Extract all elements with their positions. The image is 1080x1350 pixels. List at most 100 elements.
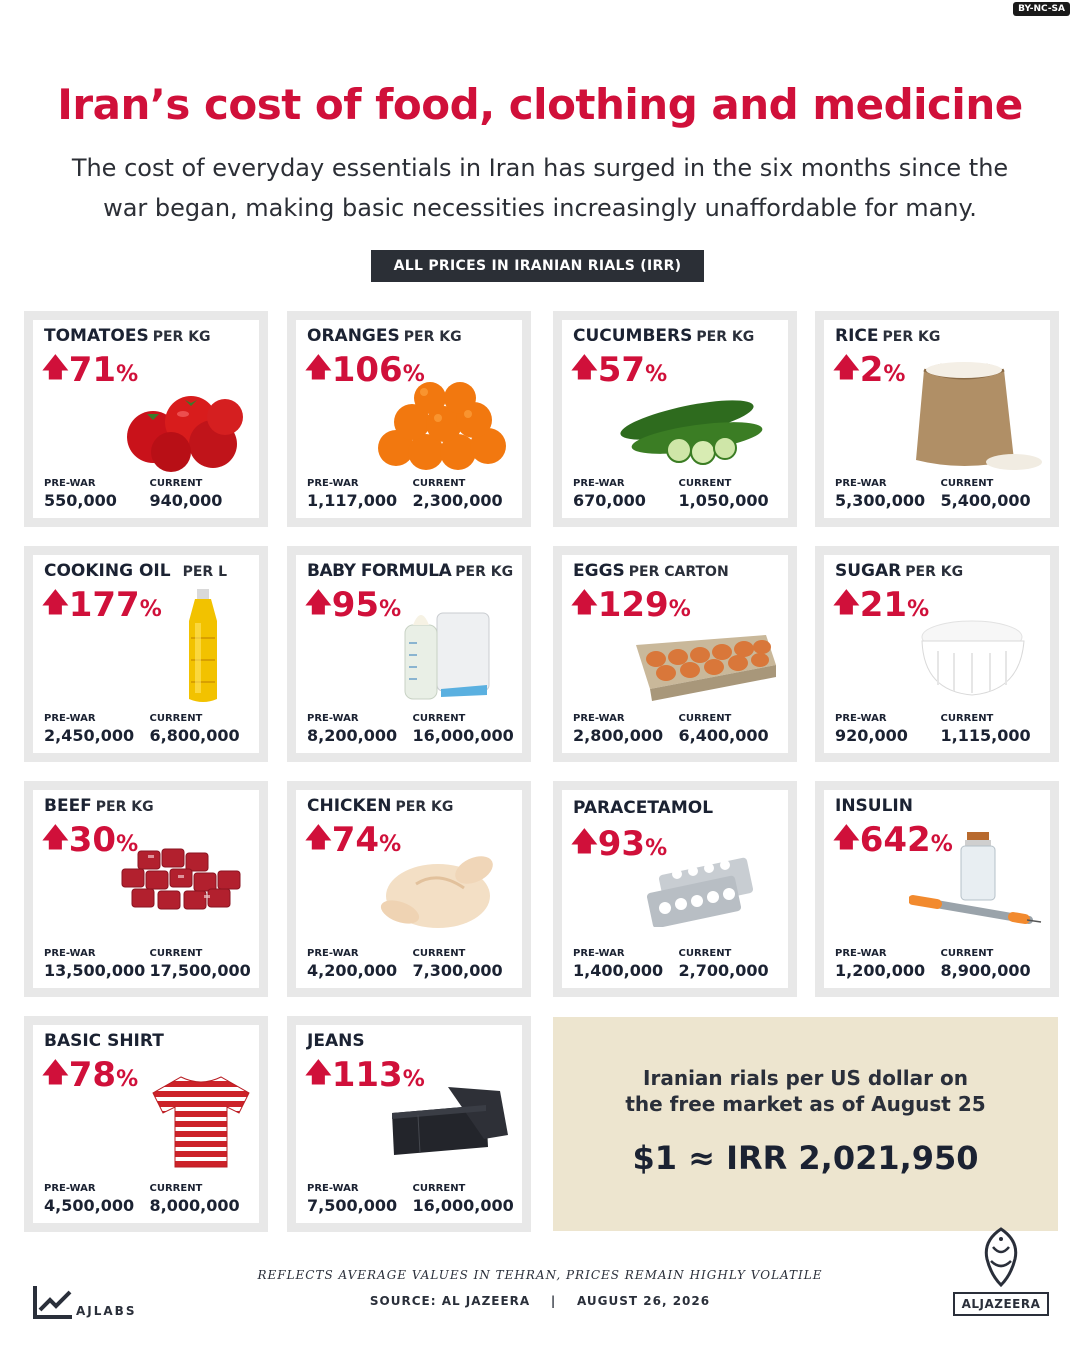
item-unit: PER KG [152, 329, 211, 345]
current-price: 7,300,000 [412, 961, 503, 980]
current-price: 17,500,000 [149, 961, 251, 980]
tomatoes-icon [127, 396, 243, 472]
item-name: BABY FORMULA [307, 561, 452, 581]
item-card-basic-shirt: BASIC SHIRT 🡅78% PRE-WAR 4,500,000 CURREN… [24, 1016, 268, 1232]
item-card-oranges: ORANGES PER KG 🡅106% PRE-WAR 1,117,000 CUR… [287, 311, 531, 527]
current-price: 8,900,000 [940, 961, 1031, 980]
up-arrow-icon: 🡅 [305, 353, 332, 383]
price-change: 🡅113% [305, 1055, 425, 1095]
insulin-vial-syringe-icon [909, 832, 1042, 924]
up-arrow-icon: 🡅 [571, 353, 598, 383]
price-change: 🡅93% [571, 824, 668, 864]
sugar-bowl-icon [921, 620, 1025, 696]
up-arrow-icon: 🡅 [42, 588, 69, 618]
prewar-price: 1,200,000 [835, 961, 926, 980]
up-arrow-icon: 🡅 [42, 353, 69, 383]
exchange-rate-box: Iranian rials per US dollar on the free … [553, 1017, 1058, 1231]
item-card-rice: RICE PER KG 🡅2% PRE-WAR 5,300,000 CURRENT 5… [815, 311, 1059, 527]
prewar-price: 2,800,000 [573, 726, 664, 745]
price-change: 🡅78% [42, 1055, 139, 1095]
item-name: BEEF [44, 796, 92, 816]
up-arrow-icon: 🡅 [833, 823, 860, 853]
prewar-price: 5,300,000 [835, 491, 926, 510]
current-price: 940,000 [149, 491, 223, 510]
up-arrow-icon: 🡅 [305, 1058, 332, 1088]
prewar-price: 8,200,000 [307, 726, 398, 745]
price-change: 🡅2% [833, 350, 906, 390]
current-price: 5,400,000 [940, 491, 1031, 510]
item-name: BASIC SHIRT [44, 1031, 164, 1051]
item-card-sugar: SUGAR PER KG 🡅21% PRE-WAR 920,000 CURRENT 1… [815, 546, 1059, 762]
price-change: 🡅74% [305, 820, 402, 860]
folded-jeans-icon [392, 1087, 508, 1155]
item-card-insulin: INSULIN 🡅642% PRE-WAR 1,200,000 CURRENT 8,… [815, 781, 1059, 997]
item-card-cooking-oil: COOKING OIL PER L 🡅177% PRE-WAR 2,450,000 … [24, 546, 268, 762]
prewar-price: 7,500,000 [307, 1196, 398, 1215]
current-price: 1,050,000 [678, 491, 769, 510]
item-name: TOMATOES [44, 326, 149, 346]
current-price: 2,300,000 [412, 491, 503, 510]
item-unit: PER KG [882, 329, 941, 345]
item-name: ORANGES [307, 326, 400, 346]
item-card-eggs: EGGS PER CARTON 🡅129% PRE-WAR 2,800,000 CU… [553, 546, 797, 762]
current-price: 16,000,000 [412, 726, 514, 745]
raw-chicken-icon [380, 856, 493, 928]
aljazeera-calligraphy-icon [984, 1227, 1018, 1288]
price-change: 🡅30% [42, 820, 139, 860]
prewar-price: 1,400,000 [573, 961, 664, 980]
footnote: REFLECTS AVERAGE VALUES IN TEHRAN, PRICE… [257, 1268, 823, 1282]
item-card-paracetamol: PARACETAMOL 🡅93% PRE-WAR 1,400,000 CURREN… [553, 781, 797, 997]
current-price: 16,000,000 [412, 1196, 514, 1215]
item-name: RICE [835, 326, 879, 346]
item-card-baby-formula: BABY FORMULA PER KG 🡅95% PRE-WAR 8,200,000… [287, 546, 531, 762]
oil-bottle-icon [189, 589, 217, 702]
baby-formula-icon [404, 612, 490, 700]
up-arrow-icon: 🡅 [833, 588, 860, 618]
item-unit: PER KG [403, 329, 462, 345]
item-card-chicken: CHICKEN PER KG 🡅74% PRE-WAR 4,200,000 CURR… [287, 781, 531, 997]
egg-carton-icon [636, 635, 776, 701]
pill-blister-icon [647, 857, 754, 927]
striped-shirt-icon [152, 1076, 250, 1168]
item-unit: PER KG [696, 329, 755, 345]
license-badge: BY-NC-SA [1013, 2, 1070, 16]
up-arrow-icon: 🡅 [833, 353, 860, 383]
prewar-price: 670,000 [573, 491, 646, 510]
item-name: SUGAR [835, 561, 902, 581]
aljazeera-logo: ALJAZEERA [953, 1292, 1049, 1316]
item-name: JEANS [307, 1031, 365, 1051]
item-card-jeans: JEANS 🡅113% PRE-WAR 7,500,000 CURRENT 16,0… [287, 1016, 531, 1232]
current-price: 2,700,000 [678, 961, 769, 980]
ajlabs-logo: AJLABS [32, 1284, 136, 1320]
current-price: 6,400,000 [678, 726, 769, 745]
item-unit: PER KG [395, 799, 454, 815]
subtitle: The cost of everyday essentials in Iran … [60, 148, 1020, 228]
prewar-price: 2,450,000 [44, 726, 135, 745]
price-change: 🡅71% [42, 350, 139, 390]
item-unit: PER KG [455, 564, 514, 580]
item-name: EGGS [573, 561, 625, 581]
prewar-price: 13,500,000 [44, 961, 146, 980]
exchange-rate-caption: Iranian rials per US dollar on the free … [625, 1066, 986, 1116]
prewar-price: 550,000 [44, 491, 117, 510]
up-arrow-icon: 🡅 [571, 827, 598, 857]
price-change: 🡅95% [305, 585, 402, 625]
prewar-price: 4,200,000 [307, 961, 398, 980]
cucumbers-icon [620, 400, 763, 465]
price-change: 🡅129% [571, 585, 691, 625]
up-arrow-icon: 🡅 [42, 823, 69, 853]
item-unit: PER KG [95, 799, 154, 815]
source-line: SOURCE: AL JAZEERA | AUGUST 26, 2026 [369, 1294, 711, 1308]
price-change: 🡅177% [42, 585, 162, 625]
price-change: 🡅21% [833, 585, 930, 625]
subtitle-line-2: war began, making basic necessities incr… [103, 194, 977, 222]
subtitle-line-1: The cost of everyday essentials in Iran … [71, 154, 1009, 182]
exchange-rate-value: $1 ≈ IRR 2,021,950 [632, 1139, 979, 1177]
current-price: 8,000,000 [149, 1196, 240, 1215]
up-arrow-icon: 🡅 [305, 823, 332, 853]
item-card-tomatoes: TOMATOES PER KG 🡅71% PRE-WAR 550,000 CURRE… [24, 311, 268, 527]
item-name: COOKING OIL [44, 561, 171, 581]
item-name: PARACETAMOL [573, 798, 714, 818]
item-name: CUCUMBERS [573, 326, 693, 346]
beef-cubes-icon [121, 848, 241, 910]
